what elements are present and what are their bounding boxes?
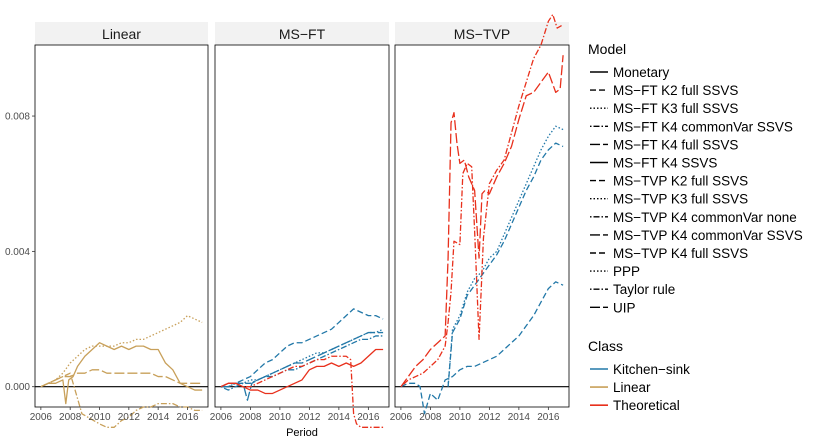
series-line <box>220 308 384 388</box>
facet-panels: Linear 2006 2008 2010 2012 2014 2016 MS−FT 2006 2… <box>30 13 570 428</box>
series-line <box>400 55 564 388</box>
panel-0: Linear 2006 2008 2010 2012 2014 2016 <box>30 22 209 428</box>
x-tick-label: 2006 <box>30 412 53 423</box>
legend-model-label: Monetary <box>613 65 670 80</box>
legend-model-label: MS−TVP K4 commonVar SSVS <box>613 228 803 243</box>
series-line <box>447 142 564 387</box>
y-tick-label: 0.000 <box>5 382 30 393</box>
x-tick-label: 2008 <box>419 412 442 423</box>
series-line <box>40 372 203 428</box>
x-tick-label: 2016 <box>357 412 380 423</box>
series-line <box>220 331 384 401</box>
panel-frame <box>214 44 390 408</box>
x-tick-label: 2008 <box>59 412 82 423</box>
x-tick-label: 2014 <box>508 412 531 423</box>
legend-model-label: MS−FT K4 SSVS <box>613 156 717 171</box>
legend-class-label: Theoretical <box>613 398 680 413</box>
y-tick-label: 0.008 <box>5 112 30 123</box>
legend-model-label: MS−TVP K3 full SSVS <box>613 192 748 207</box>
facet-strip <box>215 22 389 45</box>
x-tick-label: 2016 <box>537 412 560 423</box>
x-tick-label: 2010 <box>269 412 292 423</box>
legend-model-label: MS−FT K3 full SSVS <box>613 101 738 116</box>
facet-strip <box>35 22 208 45</box>
x-tick-label: 2008 <box>239 412 262 423</box>
legend-class-label: Linear <box>613 380 651 395</box>
legend-model-label: Taylor rule <box>613 282 675 297</box>
legend-model-label: MS−FT K4 full SSVS <box>613 137 738 152</box>
facet-strip <box>395 22 569 45</box>
legend-model-label: MS−FT K2 full SSVS <box>613 83 738 98</box>
series-line <box>400 13 564 388</box>
panel-frame <box>34 44 209 408</box>
y-axis: 0.000 0.004 0.008 <box>5 112 35 393</box>
x-tick-label: 2014 <box>328 412 351 423</box>
series-line <box>220 355 384 428</box>
x-tick-label: 2012 <box>298 412 321 423</box>
x-axis-title: Period <box>286 427 318 439</box>
y-tick-label: 0.004 <box>5 247 30 258</box>
x-tick-label: 2012 <box>118 412 141 423</box>
x-tick-label: 2010 <box>449 412 472 423</box>
x-tick-label: 2010 <box>88 412 111 423</box>
x-tick-label: 2014 <box>147 412 170 423</box>
facet-strip-label: Linear <box>102 26 141 42</box>
x-tick-label: 2006 <box>390 412 413 423</box>
series-line <box>400 281 564 415</box>
facet-strip-label: MS−FT <box>279 26 326 42</box>
legend-model-label: UIP <box>613 300 636 315</box>
legend-model-label: PPP <box>613 264 640 279</box>
legend-model-label: MS−TVP K4 commonVar none <box>613 210 797 225</box>
x-tick-label: 2006 <box>210 412 233 423</box>
x-tick-label: 2012 <box>478 412 501 423</box>
legend-model-label: MS−TVP K4 full SSVS <box>613 246 748 261</box>
legend-model-title: Model <box>588 41 626 57</box>
legend: Model Monetary MS−FT K2 full SSVS MS−FT K3 … <box>588 41 803 413</box>
series-line <box>220 348 384 395</box>
x-tick-label: 2016 <box>176 412 199 423</box>
legend-class-title: Class <box>588 338 623 354</box>
series-line <box>40 315 203 388</box>
legend-class-label: Kitchen−sink <box>613 362 690 377</box>
series-line <box>40 342 203 405</box>
legend-model-label: MS−TVP K2 full SSVS <box>613 174 748 189</box>
series-line <box>40 369 203 388</box>
panel-1: MS−FT 2006 2008 2010 2012 2014 2016 <box>210 22 390 428</box>
series-line <box>220 328 384 388</box>
panel-2: MS−TVP 2006 2008 2010 2012 2014 2016 <box>390 13 570 423</box>
legend-model-label: MS−FT K4 commonVar SSVS <box>613 119 793 134</box>
panel-frame <box>394 44 570 408</box>
facet-strip-label: MS−TVP <box>454 26 510 42</box>
